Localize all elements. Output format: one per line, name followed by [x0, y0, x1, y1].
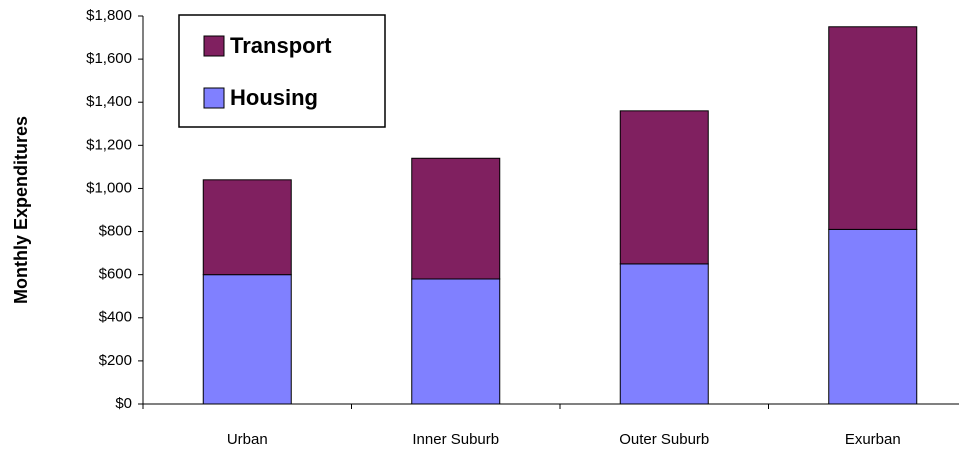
y-tick-label: $400 [99, 309, 132, 326]
legend-box [178, 14, 386, 128]
y-tick-label: $0 [115, 395, 132, 412]
bar-segment [619, 110, 709, 265]
y-tick-label: $800 [99, 223, 132, 240]
y-tick-label: $1,800 [86, 7, 132, 24]
y-tick-label: $1,200 [86, 136, 132, 153]
legend-label: Transport [230, 33, 332, 58]
bar-segment [411, 157, 501, 280]
legend-swatch [203, 35, 225, 57]
x-tick-label: Urban [227, 431, 268, 448]
bar-segment [202, 179, 292, 276]
bar-segment [828, 26, 918, 230]
bar-segment [619, 263, 709, 405]
x-tick-label: Inner Suburb [412, 431, 499, 448]
legend-label: Housing [230, 85, 318, 110]
x-tick-label: Outer Suburb [619, 431, 709, 448]
bar-segment [411, 278, 501, 405]
y-tick-label: $600 [99, 266, 132, 283]
y-tick-label: $1,000 [86, 179, 132, 196]
y-tick-label: $200 [99, 352, 132, 369]
bar-segment [828, 228, 918, 405]
y-tick-label: $1,600 [86, 50, 132, 67]
bar-segment [202, 274, 292, 405]
x-tick-label: Exurban [845, 431, 901, 448]
legend-swatch [203, 87, 225, 109]
y-axis-label: Monthly Expenditures [11, 116, 31, 304]
y-tick-label: $1,400 [86, 93, 132, 110]
